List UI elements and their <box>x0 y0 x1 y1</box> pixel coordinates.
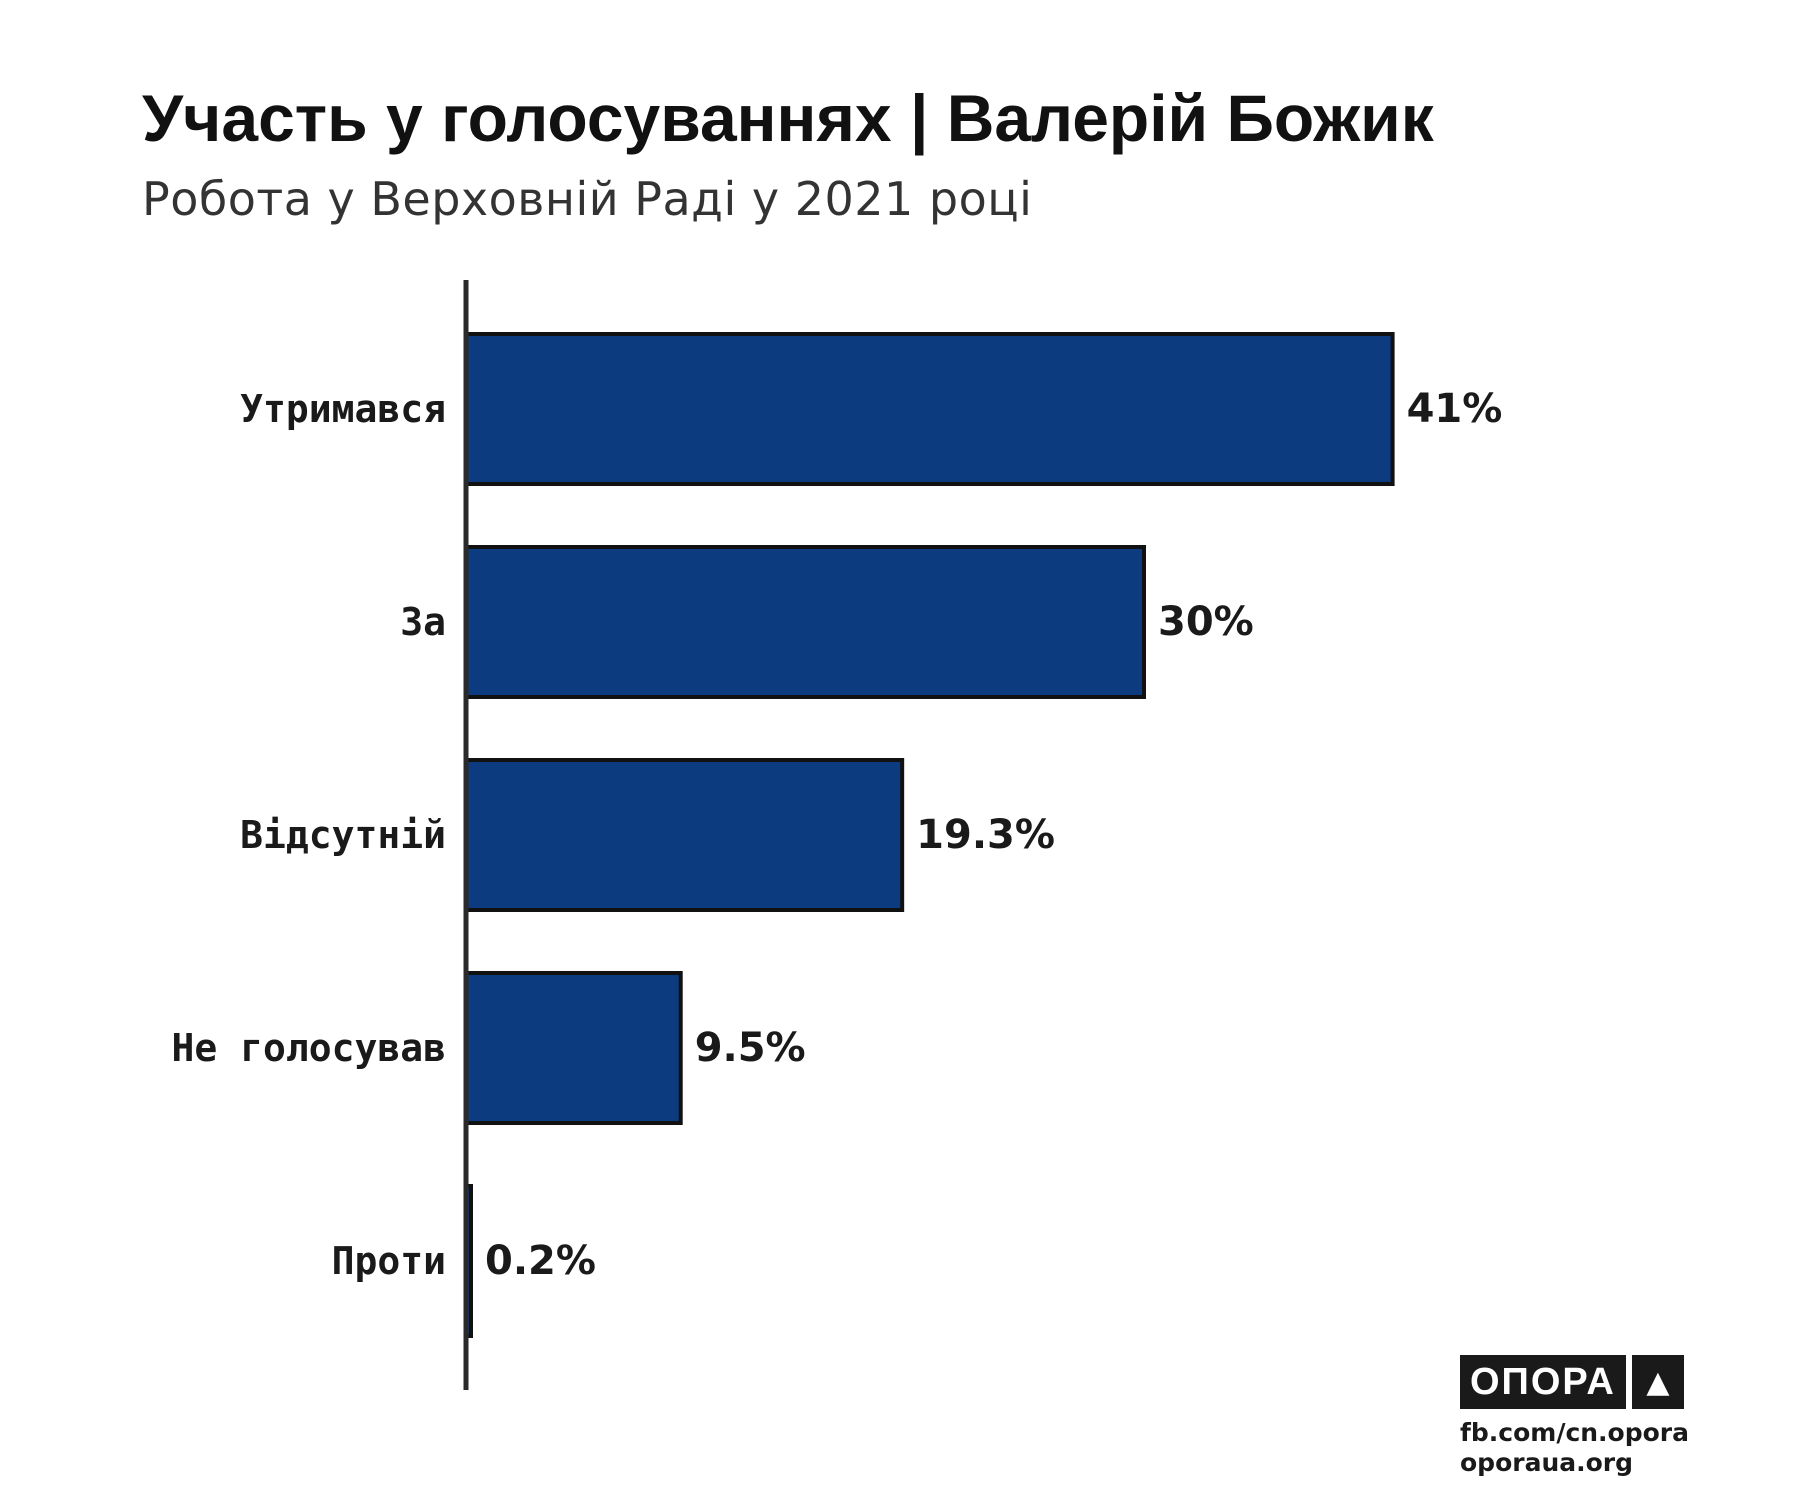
bar <box>464 758 905 912</box>
category-label: Проти <box>332 1239 446 1283</box>
bar <box>464 332 1395 486</box>
opora-logo: ОПОРА ▲ <box>1460 1355 1688 1409</box>
value-label: 19.3% <box>916 812 1055 858</box>
bar <box>464 971 683 1125</box>
category-label: Утримався <box>240 387 446 431</box>
logo-text: ОПОРА <box>1460 1355 1626 1409</box>
value-label: 9.5% <box>695 1025 806 1071</box>
value-label: 0.2% <box>485 1238 596 1284</box>
value-label: 30% <box>1158 599 1254 645</box>
value-label: 41% <box>1407 386 1503 432</box>
footer-facebook: fb.com/cn.opora <box>1460 1418 1690 1447</box>
category-label: За <box>400 600 446 644</box>
footer-website: oporaua.org <box>1460 1448 1634 1477</box>
category-label: Відсутній <box>240 813 446 857</box>
category-label: Не голосував <box>171 1026 446 1070</box>
triangle-icon: ▲ <box>1631 1355 1684 1409</box>
chart-title: Участь у голосуваннях | Валерій Божик <box>142 81 1434 155</box>
chart-subtitle: Робота у Верховній Раді у 2021 році <box>142 172 1033 226</box>
bar <box>464 545 1146 699</box>
